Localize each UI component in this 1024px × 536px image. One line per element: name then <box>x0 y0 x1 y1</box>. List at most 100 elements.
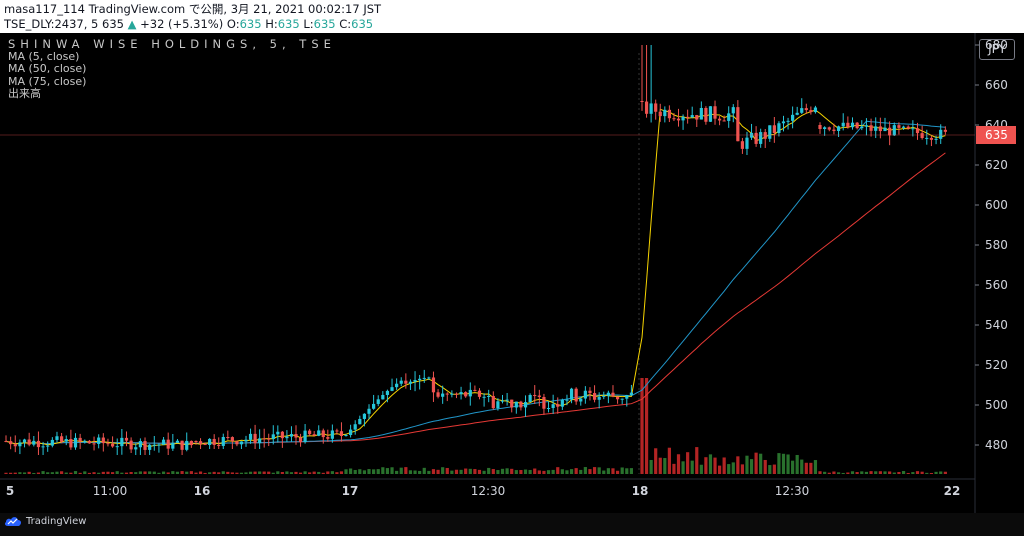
volume-bar <box>208 472 212 474</box>
volume-bar <box>888 471 892 474</box>
candle-body <box>629 392 633 396</box>
candle-body <box>897 125 901 128</box>
volume-bar <box>654 448 658 474</box>
candle-body <box>87 440 92 444</box>
volume-bar <box>791 460 795 474</box>
volume-bar <box>9 472 13 474</box>
legend-volume[interactable]: 出来高 <box>8 87 41 100</box>
candle-body <box>203 444 207 446</box>
volume-bar <box>565 470 569 474</box>
candle-body <box>217 444 221 446</box>
volume-bar <box>83 471 87 474</box>
volume-bar <box>686 452 690 474</box>
volume-bar <box>408 470 413 474</box>
candle-body <box>888 127 892 136</box>
tradingview-logo[interactable]: TradingView <box>4 515 86 527</box>
volume-bar <box>915 471 920 474</box>
ohlc-high-label: H: <box>265 17 278 31</box>
volume-bar <box>556 467 560 474</box>
volume-bar <box>271 472 275 474</box>
volume-bar <box>110 472 115 474</box>
volume-bar <box>804 462 808 474</box>
legend-ma50[interactable]: MA (50, close) <box>8 62 87 75</box>
candle-body <box>667 109 671 119</box>
candle-body <box>809 110 813 113</box>
legend-ma75[interactable]: MA (75, close) <box>8 74 87 88</box>
candle-body <box>708 106 713 122</box>
candle-body <box>189 440 193 446</box>
candle-body <box>934 138 938 140</box>
volume-bar <box>818 471 822 474</box>
volume-bar <box>73 471 78 474</box>
volume-bar <box>358 469 362 474</box>
candle-body <box>745 137 749 149</box>
candle-body <box>390 387 394 391</box>
volume-bar <box>878 471 882 474</box>
footer <box>0 513 1024 536</box>
candle-body <box>491 395 495 409</box>
volume-bar <box>64 472 68 474</box>
volume-bar <box>699 464 703 474</box>
candle-body <box>18 442 22 447</box>
candle-body <box>148 444 152 450</box>
candle-body <box>134 447 138 450</box>
candle-body <box>686 116 690 118</box>
candle-body <box>883 127 887 132</box>
volume-bar <box>759 453 763 474</box>
volume-bar <box>385 468 390 474</box>
volume-bar <box>367 469 371 474</box>
volume-bar <box>772 464 776 474</box>
candle-body <box>519 401 523 408</box>
volume-bar <box>717 465 722 474</box>
volume-bar <box>317 471 321 474</box>
candle-body <box>303 430 307 443</box>
volume-bar <box>175 471 180 474</box>
volume-bar <box>663 458 667 474</box>
volume-bar <box>36 472 41 474</box>
chart-legend: SHINWA WISE HOLDINGS, 5, TSE MA (5, clos… <box>8 38 336 101</box>
y-tick-label: 480 <box>985 438 1008 452</box>
volume-bar <box>55 471 59 474</box>
candle-body <box>505 399 509 401</box>
volume-bar <box>390 467 394 474</box>
candle-body <box>441 393 445 397</box>
candle-body <box>717 118 722 121</box>
volume-bar <box>855 472 859 474</box>
volume-bar <box>418 470 422 474</box>
volume-bar <box>413 470 417 474</box>
legend-ma5[interactable]: MA (5, close) <box>8 49 80 63</box>
volume-bar <box>823 471 827 474</box>
volume-bar <box>611 468 615 474</box>
y-tick-label: 680 <box>985 38 1008 52</box>
candle-body <box>832 129 836 131</box>
candle-body <box>772 125 776 134</box>
volume-bar <box>321 472 325 474</box>
volume-bar <box>339 471 344 474</box>
candle-body <box>468 389 472 397</box>
current-price-label: 635 <box>985 128 1008 142</box>
tradingview-brand-text: TradingView <box>26 515 87 527</box>
volume-bar <box>592 467 597 474</box>
candle-body <box>248 433 253 440</box>
volume-bar <box>602 470 606 474</box>
volume-bar <box>4 472 8 474</box>
volume-bar <box>226 471 230 474</box>
candle-body <box>722 120 726 122</box>
candle-body <box>583 390 587 399</box>
candle-body <box>244 439 248 442</box>
y-tick-label: 620 <box>985 158 1008 172</box>
volume-bar <box>874 471 878 474</box>
volume-bar <box>496 470 500 474</box>
candle-body <box>611 392 615 397</box>
volume-bar <box>166 472 170 474</box>
candle-body <box>654 103 658 112</box>
currency-button[interactable]: JPY <box>979 39 1015 60</box>
candle-body <box>395 383 399 388</box>
candle-body <box>615 396 620 400</box>
volume-bar <box>92 472 96 474</box>
chart-area[interactable]: 480 500 520 540 560 580 600 620 640 660 680 5 11:00 1… <box>0 33 1024 513</box>
candle-body <box>418 378 422 381</box>
candle-body <box>285 436 289 439</box>
volume-bar <box>708 454 713 474</box>
